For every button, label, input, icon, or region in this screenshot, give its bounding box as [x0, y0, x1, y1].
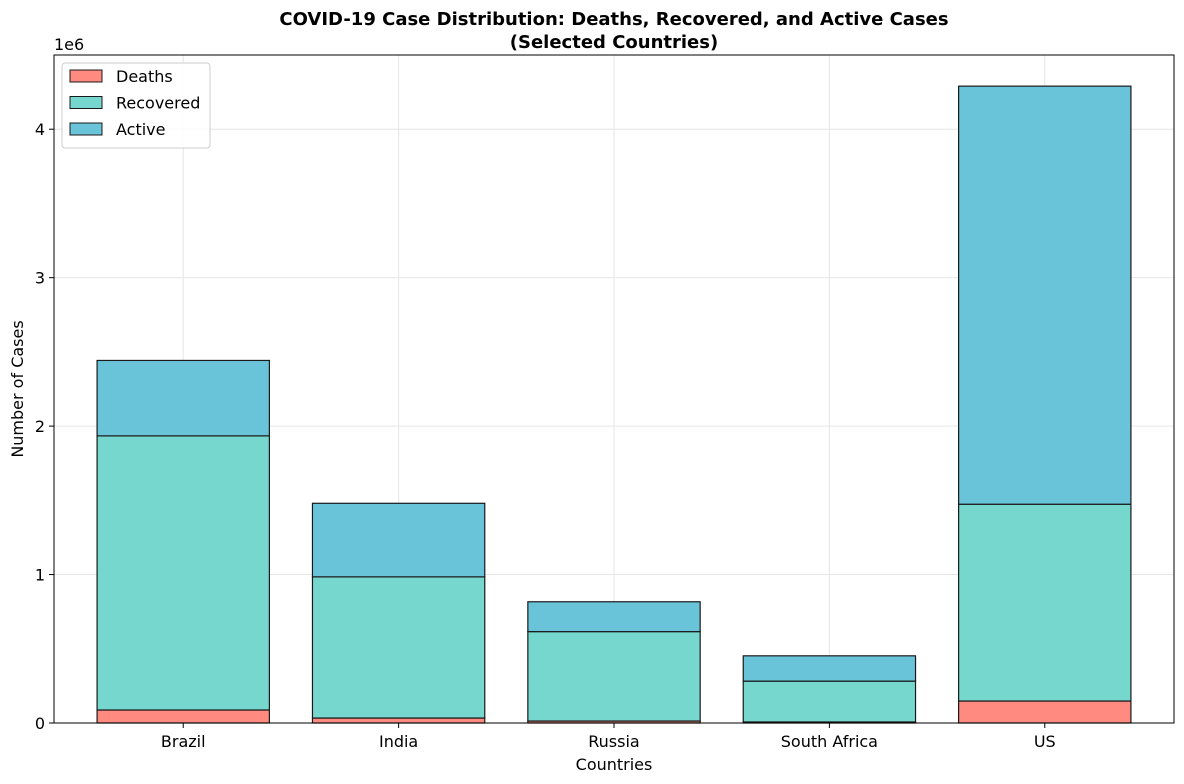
x-ticks: Brazil India Russia South Africa US: [161, 723, 1056, 751]
bar-active-india: [311, 502, 486, 578]
bar-recovered-us: [958, 503, 1132, 702]
legend-swatch-active: [69, 122, 103, 136]
x-tick-label: US: [1034, 732, 1056, 751]
x-tick-label: India: [379, 732, 418, 751]
chart-title-line2: (Selected Countries): [510, 32, 718, 53]
chart-title-line1: COVID-19 Case Distribution: Deaths, Reco…: [279, 9, 948, 30]
y-tick-label: 1: [35, 566, 45, 585]
bar-recovered-south-africa: [742, 680, 917, 723]
bar-recovered-brazil: [96, 435, 270, 711]
y-tick-label: 0: [35, 714, 45, 733]
bar-recovered-russia: [527, 631, 701, 722]
legend-swatch-deaths: [69, 69, 103, 83]
x-axis-label: Countries: [576, 755, 653, 774]
y-offset-text: 1e6: [54, 35, 84, 54]
bars-group: [96, 85, 1132, 724]
legend: Deaths Recovered Active: [61, 62, 211, 149]
bar-active-brazil: [96, 359, 270, 437]
legend-label-deaths: Deaths: [116, 67, 173, 86]
x-tick-label: Brazil: [161, 732, 206, 751]
bar-deaths-brazil: [96, 709, 270, 724]
legend-label-active: Active: [116, 120, 166, 139]
y-tick-label: 4: [35, 120, 45, 139]
y-tick-label: 2: [35, 417, 45, 436]
y-axis-label: Number of Cases: [8, 320, 27, 457]
legend-label-recovered: Recovered: [116, 94, 200, 113]
legend-swatch-recovered: [69, 96, 103, 109]
bar-active-russia: [527, 601, 701, 633]
bar-recovered-india: [311, 576, 486, 719]
x-tick-label: South Africa: [781, 732, 878, 751]
bar-deaths-india: [311, 717, 486, 724]
bar-active-us: [958, 85, 1132, 505]
y-tick-label: 3: [35, 269, 45, 288]
bar-deaths-us: [958, 700, 1132, 724]
y-ticks: 0 1 2 3 4: [35, 120, 54, 733]
bar-active-south-africa: [742, 655, 917, 682]
x-tick-label: Russia: [588, 732, 639, 751]
